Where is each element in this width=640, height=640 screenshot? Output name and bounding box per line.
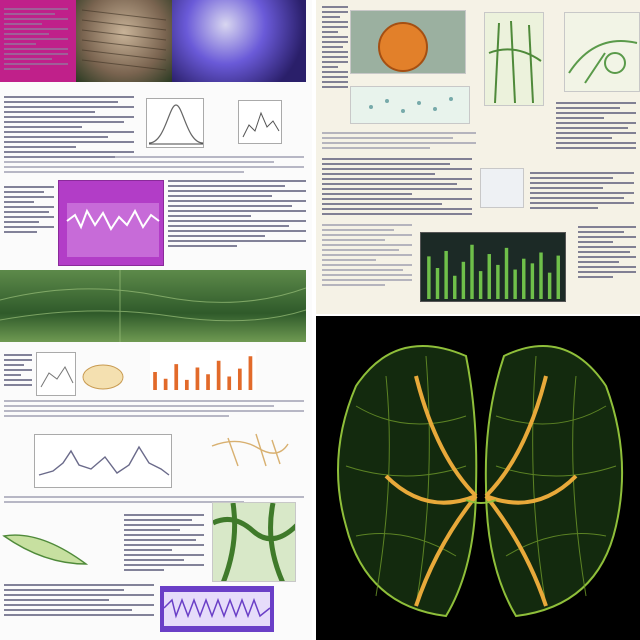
small-line-series [242,111,280,138]
dark-chart-bar [513,269,517,299]
leaf-photo [76,0,172,82]
wave-series-line [38,445,170,476]
dark-chart-bar [444,250,448,299]
leaf-cell-svg [0,270,306,342]
orange-bar [206,374,210,390]
text-block-r5 [530,172,634,212]
text-block-r7 [578,226,636,281]
bell-curve-line [148,104,204,144]
dark-bar-chart [420,232,566,302]
lung-vein-illustration [316,316,640,640]
bell-curve-svg [148,104,204,145]
text-block-5 [4,354,32,389]
orange-bar-chart [150,350,256,390]
orange-bar [163,378,168,390]
dark-chart-bar [453,275,457,299]
left-collage-column [0,0,312,640]
text-block-r1 [322,6,348,91]
dark-chart-bar [522,258,526,299]
dark-chart-bar [478,271,483,299]
vein-sketch-svg [211,433,289,467]
text-block-9 [4,584,154,619]
vein-sketch [208,426,292,472]
green-plant-sketch [484,12,544,106]
text-block-7 [4,496,304,506]
purple-micro-photo [172,0,306,82]
text-block-r2 [322,132,476,152]
text-block-r3 [556,102,636,152]
text-block-6 [4,400,304,420]
text-block-2 [4,156,304,176]
scatter-points [369,97,453,113]
leaf-cell-band [0,270,306,342]
text-block-4 [168,180,306,250]
text-block-r4 [322,158,472,218]
dark-chart-bar [435,268,440,299]
small-framed-line-chart [36,352,76,396]
green-diagram-sketch [564,12,640,92]
left-lobe-outline [337,345,478,618]
dark-chart-bar [539,252,543,299]
wave-chart-svg [38,445,170,476]
magenta-series-line [66,208,160,231]
orange-bar [195,367,200,390]
purple-series-line [163,597,271,619]
orange-bar [153,372,157,390]
magenta-chart-svg [66,203,160,257]
scatter-plot [350,86,470,124]
green-cell-svg [213,503,295,581]
dark-chart-bar [530,263,535,299]
green-leaf-drawing [0,520,92,570]
orange-bar [227,376,232,390]
purple-chart-svg [163,592,271,626]
leaf-texture-lines [81,9,167,71]
bell-curve-chart [146,98,204,148]
dark-chart-bar [427,256,431,299]
lung-vein-svg [337,345,624,618]
dark-chart-bar [461,261,466,299]
right-lobe-outline [484,345,624,618]
leaf-sketch [80,360,126,394]
green-cell-micrograph [212,502,296,582]
orange-bar [174,364,179,390]
right-top-collage [316,0,640,314]
center-connector [465,499,497,504]
purple-wave-chart [160,586,274,632]
dark-chart-bar [470,244,474,299]
text-block-1 [4,96,134,161]
dark-chart-bar [487,254,491,299]
text-block-3 [4,186,54,236]
magenta-text-panel [0,0,76,82]
dark-chart-bar [504,247,509,299]
main-veins [384,375,578,607]
orange-cell [378,22,428,72]
orange-bar-chart-svg [153,356,253,390]
dark-chart-bar [547,272,552,299]
orange-cell-image [350,10,466,74]
dark-chart-bar [496,264,500,299]
magenta-line-chart [58,180,164,266]
dark-chart-bar [556,255,560,299]
wave-line-chart [34,434,172,488]
small-line-chart [238,100,282,144]
dark-bar-chart-svg [427,244,560,299]
white-framed-box [480,168,524,208]
orange-bar [248,356,253,390]
orange-bar [184,379,189,390]
text-block-8 [124,514,204,574]
text-block-r6 [322,224,412,289]
orange-bar [216,360,221,390]
orange-bar [237,368,242,390]
